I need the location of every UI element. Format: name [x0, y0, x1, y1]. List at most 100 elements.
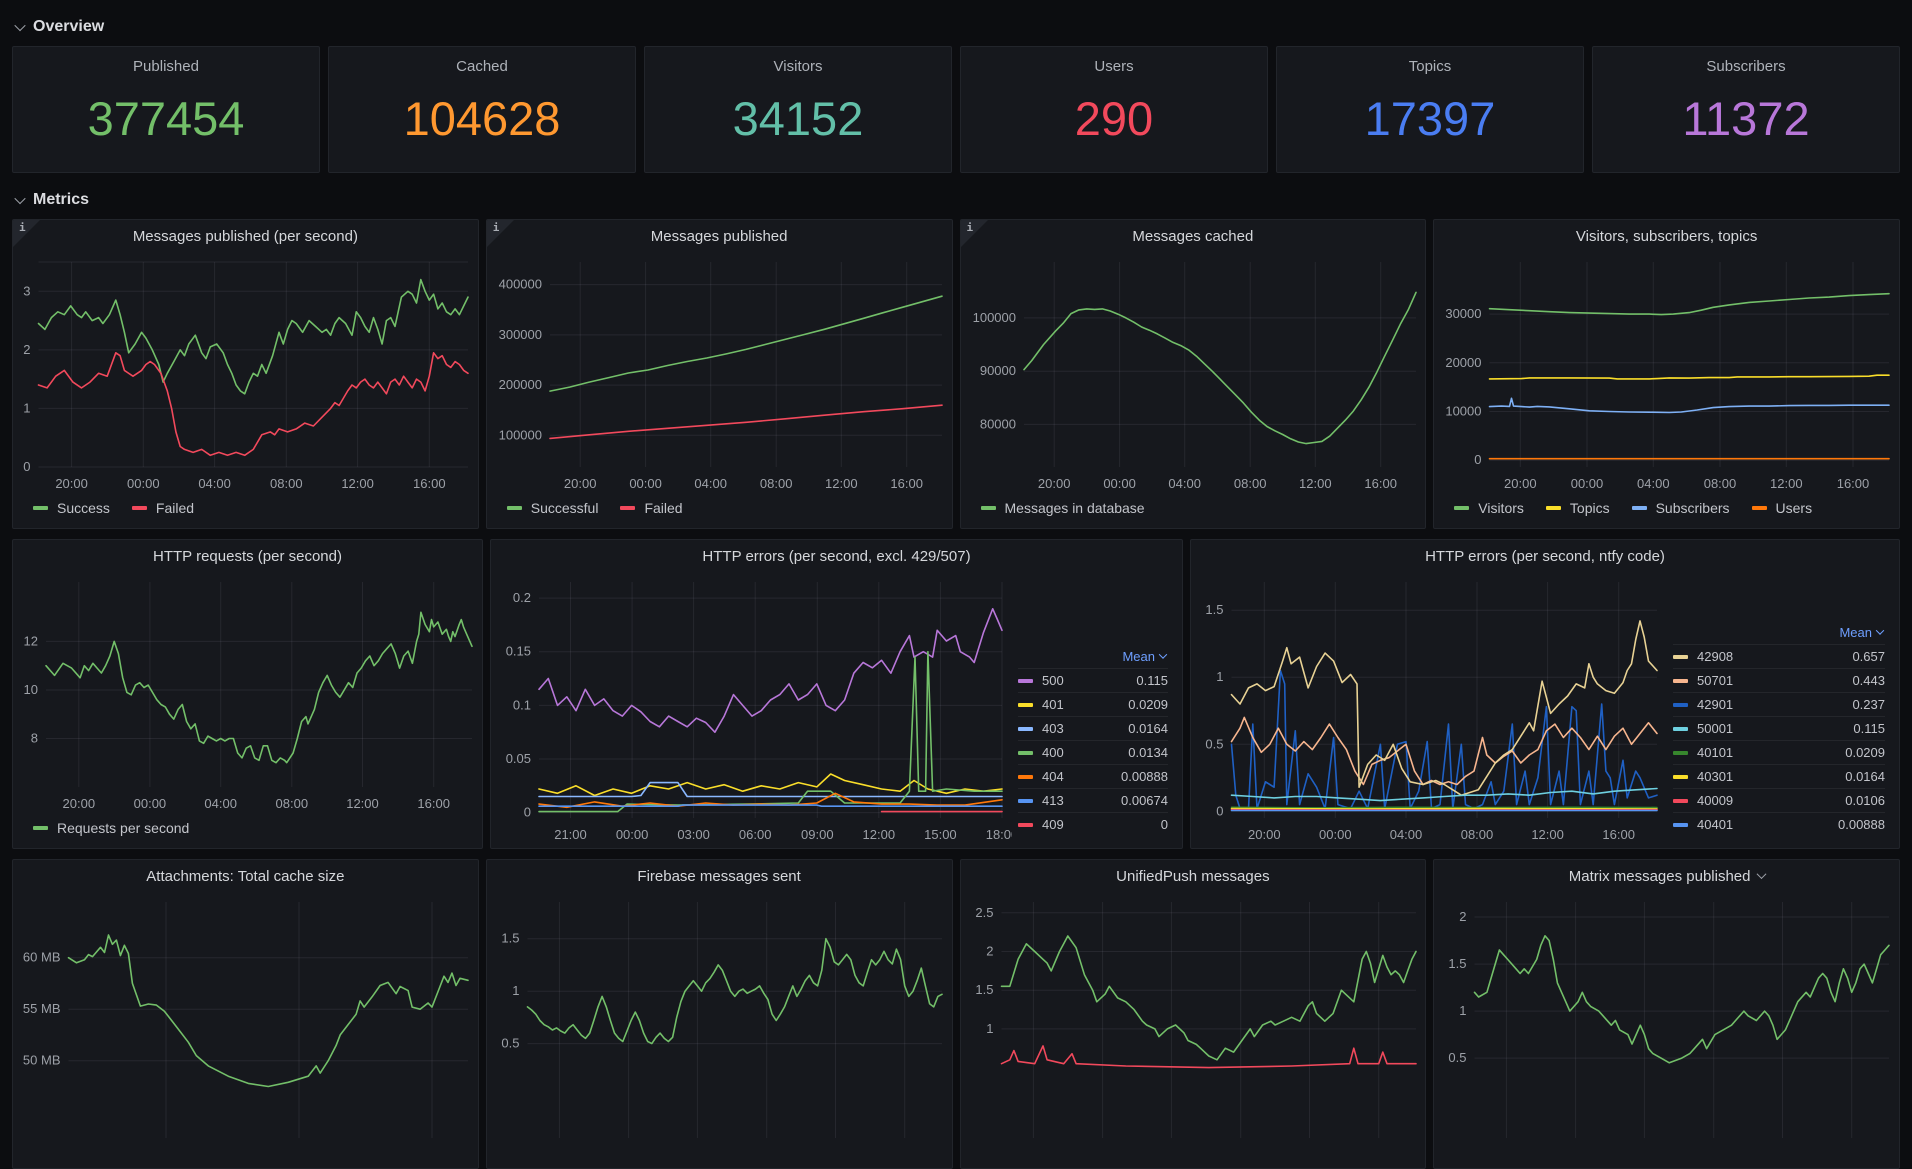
svg-text:1.5: 1.5 — [501, 931, 519, 946]
stat-panel-topics[interactable]: Topics 17397 — [1276, 46, 1584, 173]
time-series-chart[interactable]: 12 10 8 20:00 00:00 04:00 08:00 12:00 16:00 — [13, 572, 482, 817]
stat-panel-visitors[interactable]: Visitors 34152 — [644, 46, 952, 173]
svg-text:1: 1 — [1216, 669, 1223, 684]
stat-value: 11372 — [1682, 92, 1810, 145]
panel-title[interactable]: UnifiedPush messages — [1116, 867, 1270, 885]
chevron-down-icon — [14, 192, 26, 205]
svg-text:0.5: 0.5 — [501, 1036, 519, 1051]
legend-row[interactable]: 404 0.00888 — [1018, 764, 1168, 788]
legend-item[interactable]: Success — [33, 500, 110, 516]
legend-row[interactable]: 500 0.115 — [1018, 668, 1168, 692]
svg-text:09:00: 09:00 — [801, 827, 834, 842]
svg-text:21:00: 21:00 — [554, 827, 587, 842]
panel-info-icon[interactable]: i — [960, 220, 988, 247]
time-series-chart[interactable]: 60 MB 55 MB 50 MB — [13, 892, 478, 1168]
legend-row[interactable]: 403 0.0164 — [1018, 716, 1168, 740]
error-code: 40301 — [1697, 769, 1734, 784]
svg-text:20:00: 20:00 — [1248, 827, 1281, 842]
section-header-metrics[interactable]: Metrics — [14, 173, 89, 209]
time-series-chart[interactable]: 2 1.5 1 0.5 — [1434, 892, 1899, 1168]
stat-panel-published[interactable]: Published 377454 — [12, 46, 320, 173]
mean-value: 0.0106 — [1845, 793, 1885, 808]
panel-title[interactable]: HTTP requests (per second) — [153, 547, 342, 565]
legend-row[interactable]: 50001 0.115 — [1673, 716, 1885, 740]
panel-title[interactable]: Visitors, subscribers, topics — [1575, 227, 1758, 245]
legend-item[interactable]: Visitors — [1454, 500, 1524, 516]
svg-text:20:00: 20:00 — [1037, 476, 1070, 491]
legend-swatch — [1631, 506, 1647, 510]
panel-title-row[interactable]: Matrix messages published — [1434, 860, 1899, 892]
svg-text:0: 0 — [23, 459, 30, 474]
time-series-chart[interactable]: 0.2 0.15 0.1 0.05 0 21:00 00:00 03:00 06:00 09:00… — [491, 572, 1012, 848]
svg-text:2: 2 — [1460, 909, 1467, 924]
legend-row[interactable]: 40301 0.0164 — [1673, 764, 1885, 788]
svg-text:55 MB: 55 MB — [23, 1001, 61, 1016]
legend-item[interactable]: Requests per second — [33, 820, 189, 836]
legend-row[interactable]: 409 0 — [1018, 812, 1168, 836]
svg-text:1: 1 — [986, 1021, 993, 1036]
chevron-down-icon — [1158, 649, 1168, 659]
svg-text:08:00: 08:00 — [1233, 476, 1266, 491]
legend-item[interactable]: Successful — [506, 500, 598, 516]
mean-value: 0 — [1160, 817, 1168, 832]
stat-panel-cached[interactable]: Cached 104628 — [328, 46, 636, 173]
legend-row[interactable]: 413 0.00674 — [1018, 788, 1168, 812]
legend-row[interactable]: 40101 0.0209 — [1673, 740, 1885, 764]
svg-text:00:00: 00:00 — [134, 796, 167, 811]
svg-text:18:00: 18:00 — [986, 827, 1012, 842]
legend-table: Mean 42908 0.657 50701 0.443 42901 0.237 50… — [1667, 572, 1899, 848]
panel-http-errors-general: HTTP errors (per second, excl. 429/507) … — [490, 539, 1183, 849]
legend-row[interactable]: 50701 0.443 — [1673, 668, 1885, 692]
legend-swatch — [1018, 774, 1033, 779]
time-series-chart[interactable]: 1.5 1 0.5 0 20:00 00:00 04:00 08:00 12:00 16:00 — [1191, 572, 1667, 848]
error-code: 42901 — [1697, 697, 1734, 712]
legend-row[interactable]: 40401 0.00888 — [1673, 812, 1885, 836]
time-series-chart[interactable]: 2.5 2 1.5 1 — [961, 892, 1426, 1168]
svg-text:08:00: 08:00 — [270, 476, 303, 491]
time-series-chart[interactable]: 1.5 1 0.5 — [487, 892, 952, 1168]
legend-swatch — [1673, 750, 1688, 755]
section-header-overview[interactable]: Overview — [14, 0, 104, 36]
panel-title[interactable]: Messages cached — [1132, 227, 1254, 245]
time-series-chart[interactable]: 3 2 1 0 20:00 00:00 04:00 08:00 12:00 16:00 — [13, 252, 478, 497]
stat-value: 34152 — [732, 92, 864, 145]
svg-text:20:00: 20:00 — [55, 476, 88, 491]
legend-row[interactable]: 42908 0.657 — [1673, 644, 1885, 668]
panel-title[interactable]: HTTP errors (per second, excl. 429/507) — [702, 547, 971, 565]
stat-panel-users[interactable]: Users 290 — [960, 46, 1268, 173]
svg-text:1.5: 1.5 — [1205, 602, 1223, 617]
error-code: 409 — [1042, 817, 1064, 832]
panel-info-icon[interactable]: i — [486, 220, 514, 247]
panel-title: Matrix messages published — [1568, 867, 1751, 885]
time-series-chart[interactable]: 100000 90000 80000 20:00 00:00 04:00 08:00 12:0… — [961, 252, 1426, 497]
legend-row[interactable]: 42901 0.237 — [1673, 692, 1885, 716]
panel-title[interactable]: Firebase messages sent — [637, 867, 801, 885]
legend-row[interactable]: 40009 0.0106 — [1673, 788, 1885, 812]
panel-title[interactable]: Attachments: Total cache size — [146, 867, 345, 885]
legend-item[interactable]: Failed — [131, 500, 195, 516]
legend-item[interactable]: Users — [1751, 500, 1812, 516]
legend-item[interactable]: Messages in database — [980, 500, 1145, 516]
legend-label: Failed — [644, 500, 683, 516]
legend-row[interactable]: 400 0.0134 — [1018, 740, 1168, 764]
panel-messages-cached: i Messages cached 100000 90000 80000 20:00 0… — [959, 219, 1427, 529]
legend-row[interactable]: 401 0.0209 — [1018, 692, 1168, 716]
svg-text:0.15: 0.15 — [506, 644, 531, 659]
overview-stats-row: Published 377454 Cached 104628 Visitors … — [12, 46, 1900, 173]
metrics-row-1: i Messages published (per second) 3 2 1 0 20… — [12, 219, 1900, 529]
panel-title[interactable]: Messages published — [650, 227, 788, 245]
panel-title[interactable]: Messages published (per second) — [132, 227, 358, 245]
legend-item[interactable]: Subscribers — [1631, 500, 1730, 516]
legend-item[interactable]: Topics — [1545, 500, 1610, 516]
time-series-chart[interactable]: 30000 20000 10000 0 20:00 00:00 04:00 08:00 12:0… — [1434, 252, 1899, 497]
legend-label: Failed — [155, 500, 195, 516]
legend-swatch — [506, 506, 522, 510]
legend-table: Mean 500 0.115 401 0.0209 403 0.0164 400 0.0… — [1012, 572, 1182, 848]
legend-table-mean-header[interactable]: Mean — [1673, 622, 1885, 644]
time-series-chart[interactable]: 400000 300000 200000 100000 20:00 00:00 04:00 0… — [487, 252, 952, 497]
legend-item[interactable]: Failed — [620, 500, 683, 516]
stat-panel-subscribers[interactable]: Subscribers 11372 — [1592, 46, 1900, 173]
panel-info-icon[interactable]: i — [13, 220, 40, 247]
panel-title[interactable]: HTTP errors (per second, ntfy code) — [1425, 547, 1665, 565]
legend-table-mean-header[interactable]: Mean — [1018, 646, 1168, 668]
